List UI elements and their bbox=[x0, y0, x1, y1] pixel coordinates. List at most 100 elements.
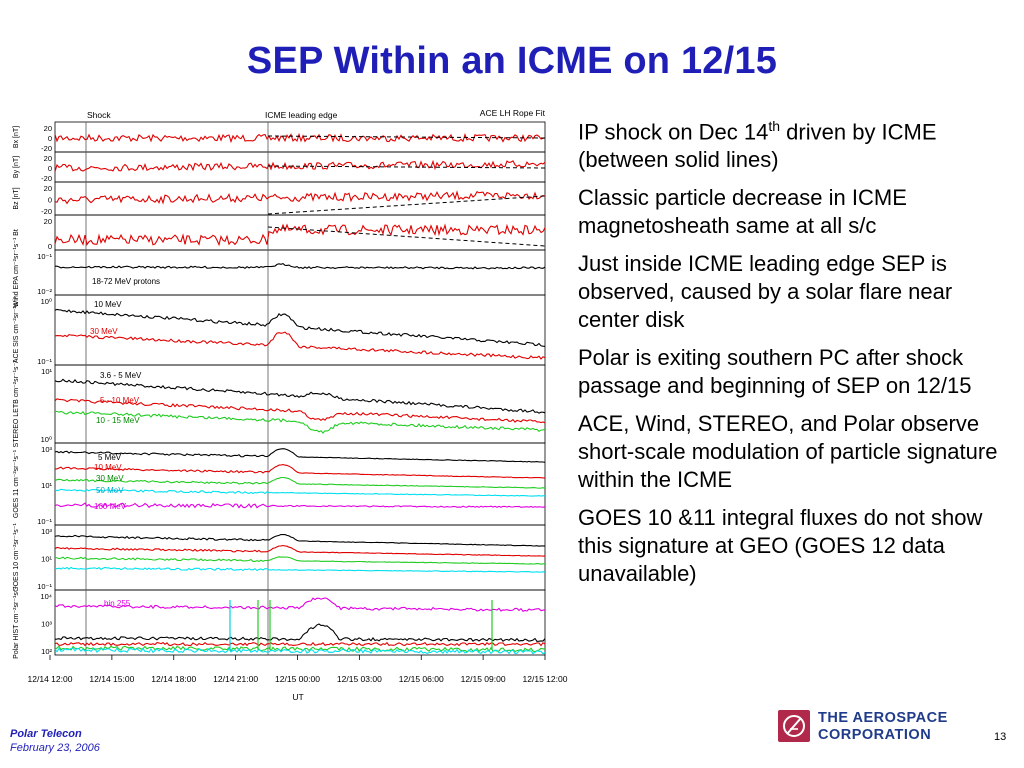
ytick-goes-10-1: 10¹ bbox=[41, 555, 52, 564]
bullet-1: IP shock on Dec 14th driven by ICME (bet… bbox=[578, 112, 1018, 174]
series-ace-10mev bbox=[54, 308, 546, 347]
ytick-by-1: 0 bbox=[48, 164, 52, 173]
ytick-goes-10-2: 10⁻¹ bbox=[37, 582, 52, 591]
label-goes11-30mev: 30 MeV bbox=[96, 474, 124, 483]
aerospace-logo: THE AEROSPACE CORPORATION bbox=[778, 708, 968, 746]
series-polar-cyan bbox=[54, 647, 546, 655]
xtick-label-4: 12/15 00:00 bbox=[275, 674, 320, 684]
ytick-polar-hist-2: 10² bbox=[41, 647, 52, 656]
bullet-5: ACE, Wind, STEREO, and Polar observe sho… bbox=[578, 411, 998, 493]
ytick-goes-11-0: 10³ bbox=[41, 445, 52, 454]
space-weather-figure: Shock ICME leading edge ACE LH Rope Fit Bx … bbox=[13, 108, 568, 702]
series-stereo-2 bbox=[54, 398, 546, 424]
label-goes11-50mev: 50 MeV bbox=[96, 486, 124, 495]
series-goes10-3 bbox=[54, 556, 545, 565]
series-bx bbox=[54, 132, 546, 144]
ytick-stereo-letb-0: 10¹ bbox=[41, 367, 52, 376]
bullet-2: Classic particle decrease in ICME magnet… bbox=[578, 185, 907, 239]
panel-frame-bz bbox=[54, 181, 546, 216]
ytick-stereo-letb-1: 10⁰ bbox=[41, 435, 52, 444]
ytick-goes-10-0: 10³ bbox=[41, 527, 52, 536]
xtick-label-0: 12/14 12:00 bbox=[28, 674, 73, 684]
xtick-label-3: 12/14 21:00 bbox=[213, 674, 258, 684]
series-by bbox=[54, 159, 546, 172]
ylabel-polar-hist: Polar HIST cm⁻²sr⁻¹s⁻¹ bbox=[13, 585, 20, 658]
series-polar-red bbox=[54, 641, 546, 647]
ytick-bz-2: -20 bbox=[41, 207, 52, 216]
logo-text-line2: CORPORATION bbox=[818, 727, 932, 743]
ytick-wind-epa-0: 10⁻¹ bbox=[37, 252, 52, 261]
footer-org: Polar Telecon bbox=[10, 728, 82, 740]
label-polar-bin255: bin 255 bbox=[104, 599, 131, 608]
ylabel-bx: Bx [nT] bbox=[13, 126, 20, 148]
xtick-label-8: 12/15 12:00 bbox=[523, 674, 568, 684]
label-goes11-100mev: 100 MeV bbox=[94, 502, 127, 511]
series-polar-black bbox=[54, 623, 546, 642]
label-goes11-5mev: 5 MeV bbox=[98, 453, 122, 462]
bullet-1-text: IP shock on Dec 14 bbox=[578, 119, 769, 145]
bullet-1-superscript: th bbox=[768, 118, 781, 134]
ytick-by-0: 20 bbox=[44, 154, 52, 163]
ytick-bt-1: 0 bbox=[48, 242, 52, 251]
ytick-bt-0: 20 bbox=[44, 217, 52, 226]
ylabel-by: By [nT] bbox=[13, 156, 20, 178]
series-goes10-1 bbox=[54, 533, 546, 547]
series-goes11-100mev bbox=[54, 502, 546, 509]
label-shock: Shock bbox=[87, 110, 111, 120]
ytick-ace-sis-1: 10⁻¹ bbox=[37, 357, 52, 366]
xtick-label-1: 12/14 15:00 bbox=[89, 674, 134, 684]
label-ace-10mev: 10 MeV bbox=[94, 300, 122, 309]
ytick-polar-hist-0: 10⁴ bbox=[40, 592, 52, 601]
series-wind-protons bbox=[55, 262, 546, 270]
label-stereo-1: 3.6 - 5 MeV bbox=[100, 371, 142, 380]
footer-date: February 23, 2006 bbox=[10, 742, 100, 754]
aerospace-logo-icon bbox=[778, 710, 810, 742]
series-ace-30mev bbox=[54, 331, 546, 360]
ytick-bz-0: 20 bbox=[44, 184, 52, 193]
panel-frame-ace-sis bbox=[54, 294, 546, 366]
series-goes11-5mev bbox=[54, 448, 546, 463]
bullet-3: Just inside ICME leading edge SEP is obs… bbox=[578, 251, 953, 333]
label-rope-fit: ACE LH Rope Fit bbox=[480, 108, 546, 118]
label-icme-leading-edge: ICME leading edge bbox=[265, 110, 338, 120]
bullet-6: GOES 10 &11 integral fluxes do not show … bbox=[578, 505, 983, 587]
ylabel-bt: Bt bbox=[13, 229, 20, 236]
series-goes11-50mev bbox=[54, 488, 546, 497]
panel-frame-polar-hist bbox=[54, 589, 546, 656]
logo-text-line1: THE AEROSPACE bbox=[818, 710, 948, 726]
series-stereo-3 bbox=[54, 410, 546, 434]
label-ace-30mev: 30 MeV bbox=[90, 327, 118, 336]
series-bz bbox=[54, 190, 546, 205]
slide-title: SEP Within an ICME on 12/15 bbox=[246, 40, 778, 82]
series-goes11-30mev bbox=[54, 476, 546, 489]
label-wind-protons: 18-72 MeV protons bbox=[92, 277, 160, 286]
xtick-label-2: 12/14 18:00 bbox=[151, 674, 196, 684]
label-stereo-3: 10 - 15 MeV bbox=[96, 416, 140, 425]
page-number: 13 bbox=[994, 731, 1007, 743]
panel-frame-wind-epa bbox=[54, 249, 546, 296]
series-stereo-1 bbox=[54, 378, 546, 414]
bullet-list: IP shock on Dec 14th driven by ICME (bet… bbox=[578, 112, 1018, 598]
ytick-ace-sis-0: 10⁰ bbox=[41, 297, 52, 306]
series-bt bbox=[54, 223, 546, 247]
ytick-goes-11-2: 10⁻¹ bbox=[37, 517, 52, 526]
ytick-goes-11-1: 10¹ bbox=[41, 481, 52, 490]
ylabel-goes-11: GOES 11 cm⁻²sr⁻¹s⁻¹ bbox=[13, 449, 20, 518]
series-goes10-4 bbox=[54, 566, 546, 573]
ytick-polar-hist-1: 10³ bbox=[41, 620, 52, 629]
ylabel-goes-10: GOES 10 cm⁻²sr⁻¹s⁻¹ bbox=[13, 523, 20, 592]
label-goes11-10mev: 10 MeV bbox=[94, 463, 122, 472]
series-goes11-10mev bbox=[55, 464, 545, 479]
xtick-label-5: 12/15 03:00 bbox=[337, 674, 382, 684]
ylabel-stereo-letb: STEREO LETB cm⁻²sr⁻¹s⁻¹ bbox=[13, 360, 20, 448]
ylabel-bz: Bz [nT] bbox=[13, 187, 20, 209]
ytick-wind-epa-1: 10⁻² bbox=[37, 287, 52, 296]
ytick-bx-2: -20 bbox=[41, 144, 52, 153]
xtick-label-7: 12/15 09:00 bbox=[461, 674, 506, 684]
series-goes10-2 bbox=[54, 544, 545, 557]
rope-fit-bt bbox=[267, 226, 546, 247]
label-stereo-2: 5 - 10 MeV bbox=[100, 396, 140, 405]
bullet-1-text-cont: driven by ICME (between solid lines) bbox=[578, 119, 937, 173]
panel-frame-goes-10 bbox=[54, 524, 546, 591]
ytick-bx-0: 20 bbox=[44, 124, 52, 133]
